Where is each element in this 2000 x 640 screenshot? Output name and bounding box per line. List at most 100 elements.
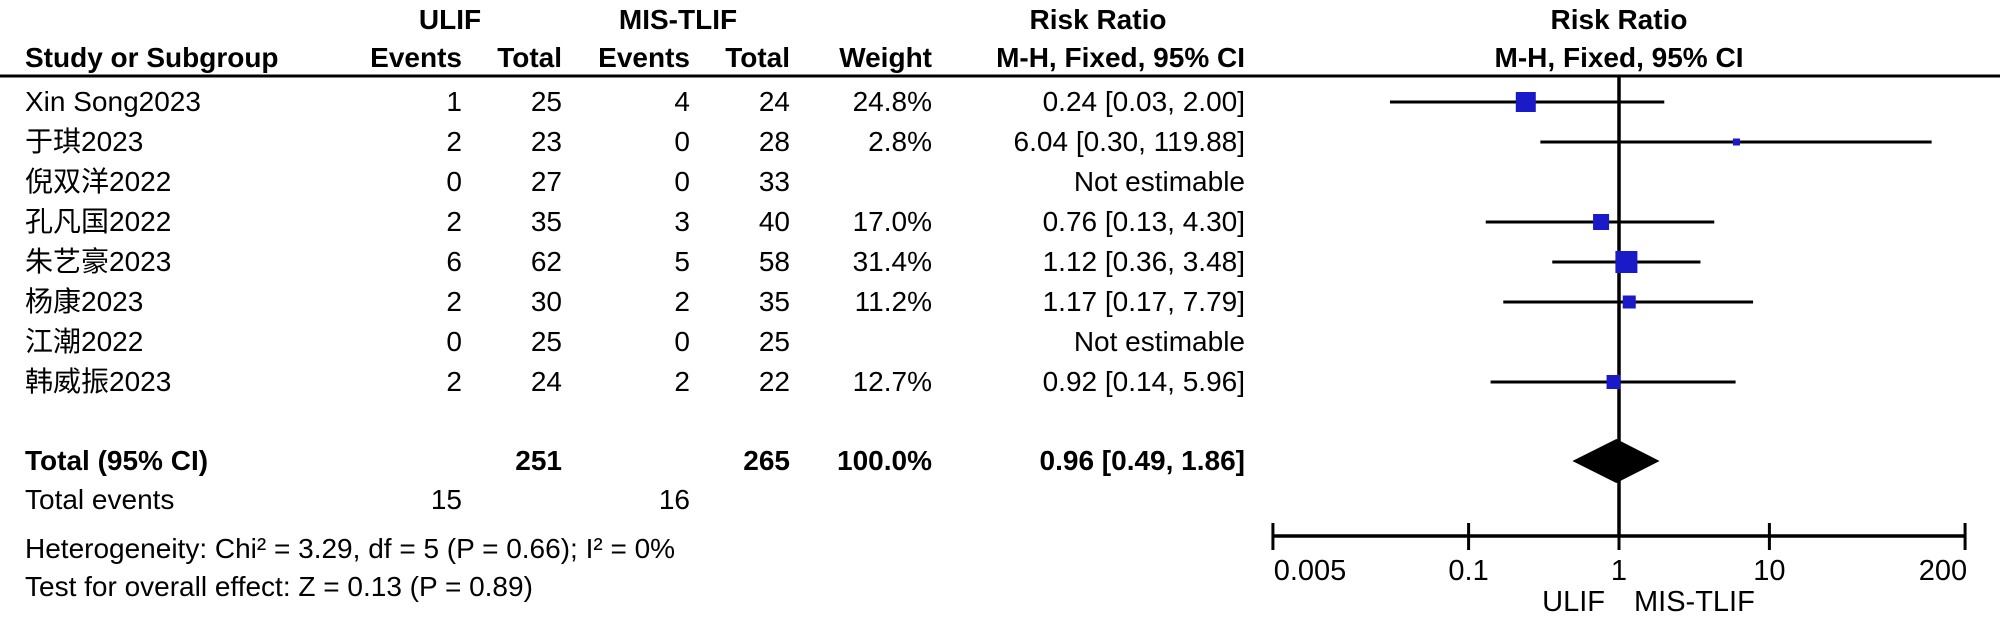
study-row: 于琪2023 2 23 0 28 2.8% 6.04 [0.30, 119.88] [0,122,1350,162]
axis-tick-label: 1 [1611,555,1627,587]
ulif-total-cell: 30 [530,286,562,317]
study-row: 孔凡国2022 2 35 3 40 17.0% 0.76 [0.13, 4.30] [0,202,1350,242]
mis-events-cell: 2 [674,286,690,317]
axis-tick-label: 10 [1753,555,1785,587]
plot-header-method: M-H, Fixed, 95% CI [1494,42,1744,73]
name-cell: Xin Song2023 [25,86,201,117]
name-cell: 朱艺豪2023 [25,246,172,277]
column-header-ulif-events: Events [370,42,462,73]
mis-total-cell: 58 [758,246,790,277]
weight-cell: 31.4% [852,246,932,277]
total-diamond [1572,439,1660,483]
ulif-events-cell: 0 [446,166,462,197]
effect-square [1515,92,1536,112]
ulif-events-cell: 2 [446,206,462,237]
mis-total-cell: 265 [743,445,790,476]
total-events-row: Total events 15 16 [0,480,1350,520]
effect-square [1615,251,1638,273]
name-cell: 韩威振2023 [25,366,172,397]
heterogeneity-text: Heterogeneity: Chi² = 3.29, df = 5 (P = … [25,533,676,564]
mis-total-cell: 22 [758,366,790,397]
weight-cell: 100.0% [837,445,932,476]
ci-label-cell: 0.96 [0.49, 1.86] [1039,445,1245,476]
ci-label-cell: 0.92 [0.14, 5.96] [1042,366,1245,397]
risk-ratio-plot-title: Risk Ratio [1550,4,1688,35]
ulif-total-cell: 23 [530,126,562,157]
ulif-events-cell: 1 [446,86,462,117]
mis-events-cell: 2 [674,366,690,397]
mis-events-cell: 4 [674,86,690,117]
column-header-mis-total: Total [725,42,790,73]
favours-left-label: ULIF [1542,586,1605,618]
ulif-total-cell: 24 [530,366,562,397]
study-row: 朱艺豪2023 6 62 5 58 31.4% 1.12 [0.36, 3.48] [0,242,1350,282]
ci-label-cell: 1.12 [0.36, 3.48] [1042,246,1245,277]
ci-label-cell: Not estimable [1073,166,1245,197]
effect-square [1732,138,1740,146]
axis-tick-label: 0.1 [1448,555,1488,587]
ulif-total-cell: 25 [530,326,562,357]
ulif-total-cell: 251 [515,445,562,476]
total-events-label-cell: Total events [25,484,175,515]
study-row: 江潮2022 0 25 0 25 Not estimable [0,322,1350,362]
ci-label-cell: 0.76 [0.13, 4.30] [1042,206,1245,237]
mis-total-cell: 33 [758,166,790,197]
name-cell: 江潮2022 [25,326,144,357]
mis-total-cell: 40 [758,206,790,237]
total-row: Total (95% CI) 251 265 100.0% 0.96 [0.49, 1.… [0,441,1350,481]
total-label-cell: Total (95% CI) [25,445,209,476]
weight-cell: 24.8% [852,86,932,117]
weight-cell: 2.8% [868,126,932,157]
ci-label-cell: 6.04 [0.30, 119.88] [1013,126,1245,157]
mis-events-cell: 0 [674,326,690,357]
column-header-mis-events: Events [598,42,690,73]
name-cell: 孔凡国2022 [25,206,172,237]
ulif-events-cell: 6 [446,246,462,277]
ulif-events-cell: 2 [446,286,462,317]
mis-total-cell: 24 [758,86,790,117]
mis-total-cell: 35 [758,286,790,317]
ci-label-cell: Not estimable [1073,326,1245,357]
weight-cell [792,162,932,202]
effect-square [1606,375,1621,389]
mis-events-cell: 0 [674,126,690,157]
ulif-total-cell: 35 [530,206,562,237]
mis-events-cell: 3 [674,206,690,237]
column-header-ulif-total: Total [497,42,562,73]
column-group-ulif: ULIF [418,4,482,35]
column-header-weight: Weight [839,42,932,73]
study-row: 倪双洋2022 0 27 0 33 Not estimable [0,162,1350,202]
effect-square [1622,295,1636,309]
ulif-events-cell: 0 [446,326,462,357]
ulif-total-cell: 62 [530,246,562,277]
study-row: 韩威振2023 2 24 2 22 12.7% 0.92 [0.14, 5.96] [0,362,1350,402]
favours-right-label: MIS-TLIF [1634,586,1755,618]
name-cell: 于琪2023 [25,126,144,157]
study-row: 杨康2023 2 30 2 35 11.2% 1.17 [0.17, 7.79] [0,282,1350,322]
column-header-study: Study or Subgroup [25,42,279,73]
name-cell: 杨康2023 [25,286,144,317]
effect-square [1593,214,1610,230]
mis-total-cell: 25 [758,326,790,357]
ulif-events-cell: 2 [446,126,462,157]
mis-events-cell: 0 [674,166,690,197]
overall-effect-text: Test for overall effect: Z = 0.13 (P = 0… [25,571,533,602]
mis-events-cell: 16 [658,484,690,515]
name-cell: 倪双洋2022 [25,166,172,197]
axis-tick-label: 200 [1919,555,1967,587]
ulif-total-cell: 25 [530,86,562,117]
ulif-total-cell: 27 [530,166,562,197]
ci-label-cell: 0.24 [0.03, 2.00] [1042,86,1245,117]
weight-cell: 12.7% [852,366,932,397]
risk-ratio-column-title: Risk Ratio [1029,4,1167,35]
mis-events-cell: 5 [674,246,690,277]
ulif-events-cell: 15 [430,484,462,515]
column-group-mis-tlif: MIS-TLIF [618,4,738,35]
axis-tick-label: 0.005 [1274,555,1347,587]
ulif-events-cell: 2 [446,366,462,397]
study-row: Xin Song2023 1 25 4 24 24.8% 0.24 [0.03, 2.00] [0,82,1350,122]
weight-cell: 11.2% [854,286,932,317]
column-header-method: M-H, Fixed, 95% CI [996,42,1245,73]
weight-cell: 17.0% [852,206,932,237]
